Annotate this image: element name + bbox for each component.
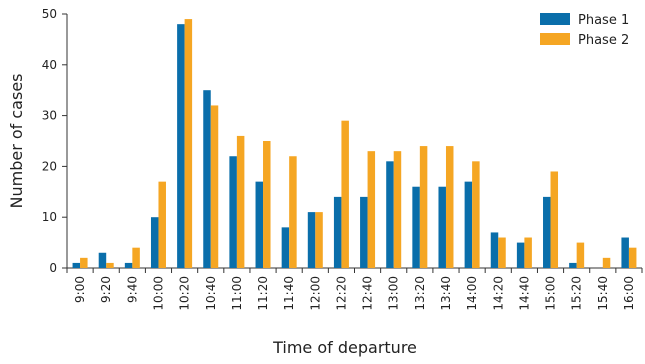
x-tick-label: 14:40 <box>517 276 531 311</box>
x-tick-label: 9:40 <box>125 276 139 303</box>
x-tick-label: 15:00 <box>544 276 558 311</box>
bar-phase-2 <box>184 19 193 268</box>
x-tick-label: 12:20 <box>334 276 348 311</box>
x-tick-label: 13:20 <box>413 276 427 311</box>
bar-phase-1 <box>307 212 316 268</box>
bar-phase-1 <box>464 181 473 268</box>
x-tick-label: 10:20 <box>178 276 192 311</box>
x-tick-label: 9:00 <box>73 276 87 303</box>
bar-phase-2 <box>315 212 323 268</box>
x-tick-label: 11:20 <box>256 276 270 311</box>
x-tick-label: 15:40 <box>596 276 610 311</box>
bar-phase-1 <box>150 217 159 268</box>
bar-phase-2 <box>550 171 559 268</box>
x-tick-label: 14:00 <box>465 276 479 311</box>
bar-phase-1 <box>360 196 368 268</box>
x-tick-labels: 9:00 9:20 9:40 10:00 10:20 10:40 11:00 11:20 11:… <box>73 276 636 311</box>
x-tick-label: 11:00 <box>230 276 244 311</box>
y-tick-labels: 0 10 20 30 40 50 <box>42 7 57 275</box>
bar-phase-2 <box>524 237 532 268</box>
bar-phase-1 <box>177 24 185 268</box>
bar-phase-2 <box>393 151 402 268</box>
x-tick-label: 15:20 <box>570 276 584 311</box>
x-axis-title: Time of departure <box>272 338 417 357</box>
bar-phase-2 <box>341 120 349 269</box>
x-tick-label: 13:40 <box>439 276 453 311</box>
bar-phase-1 <box>98 252 107 268</box>
x-tick-label: 10:40 <box>204 276 218 311</box>
x-tick-label: 12:00 <box>308 276 322 311</box>
bar-phase-2 <box>419 146 428 268</box>
bar-phase-1 <box>72 262 81 268</box>
bar-phase-1 <box>229 156 237 268</box>
bar-phase-1 <box>255 181 264 268</box>
bar-phase-2 <box>236 135 245 268</box>
x-tick-label: 11:40 <box>282 276 296 311</box>
bar-phase-1 <box>543 196 551 268</box>
y-tick-label: 50 <box>42 7 57 21</box>
y-tick-label: 40 <box>42 58 57 72</box>
bar-phase-1 <box>621 237 629 268</box>
legend-label: Phase 1 <box>578 13 629 28</box>
bar-phase-2 <box>445 146 454 268</box>
y-tick-label: 10 <box>42 210 57 224</box>
y-tick-label: 30 <box>42 109 57 123</box>
bar-phase-2 <box>158 181 166 268</box>
bar-phase-1 <box>490 232 499 268</box>
bar-phase-2 <box>263 141 271 268</box>
x-tick-label: 12:40 <box>361 276 375 311</box>
legend-label: Phase 2 <box>578 33 629 48</box>
bar-phase-2 <box>132 247 140 268</box>
y-axis-title: Number of cases <box>7 74 26 209</box>
bar-phase-1 <box>203 90 211 268</box>
bar-phase-1 <box>124 262 133 268</box>
bar-phase-2 <box>472 161 480 268</box>
x-tick-label: 9:20 <box>99 276 113 303</box>
y-tick-label: 20 <box>42 159 57 173</box>
bar-phase-2 <box>289 156 297 268</box>
x-tick-label: 16:00 <box>622 276 636 311</box>
x-tick-label: 10:00 <box>151 276 165 311</box>
bar-phase-1 <box>516 242 525 268</box>
bar-phase-1 <box>569 262 577 268</box>
legend: Phase 1 Phase 2 <box>540 13 629 48</box>
x-tick-label: 14:20 <box>491 276 505 311</box>
bar-phase-1 <box>333 196 342 268</box>
bar-phase-2 <box>106 262 114 268</box>
bar-phase-2 <box>628 247 637 268</box>
bar-phase-2 <box>602 257 611 268</box>
bar-phase-2 <box>576 242 585 268</box>
bar-phase-2 <box>367 151 376 268</box>
bar-phase-2 <box>498 237 506 268</box>
x-tick-label: 13:00 <box>387 276 401 311</box>
bar-phase-1 <box>412 186 420 268</box>
bar-phase-1 <box>386 161 394 268</box>
bar-phase-1 <box>281 227 290 268</box>
legend-swatch <box>540 13 570 25</box>
y-tick-label: 0 <box>49 261 57 275</box>
bars <box>72 19 637 269</box>
bar-phase-2 <box>210 105 219 268</box>
bar-phase-1 <box>438 186 446 268</box>
bar-phase-2 <box>80 257 88 268</box>
legend-swatch <box>540 33 570 45</box>
